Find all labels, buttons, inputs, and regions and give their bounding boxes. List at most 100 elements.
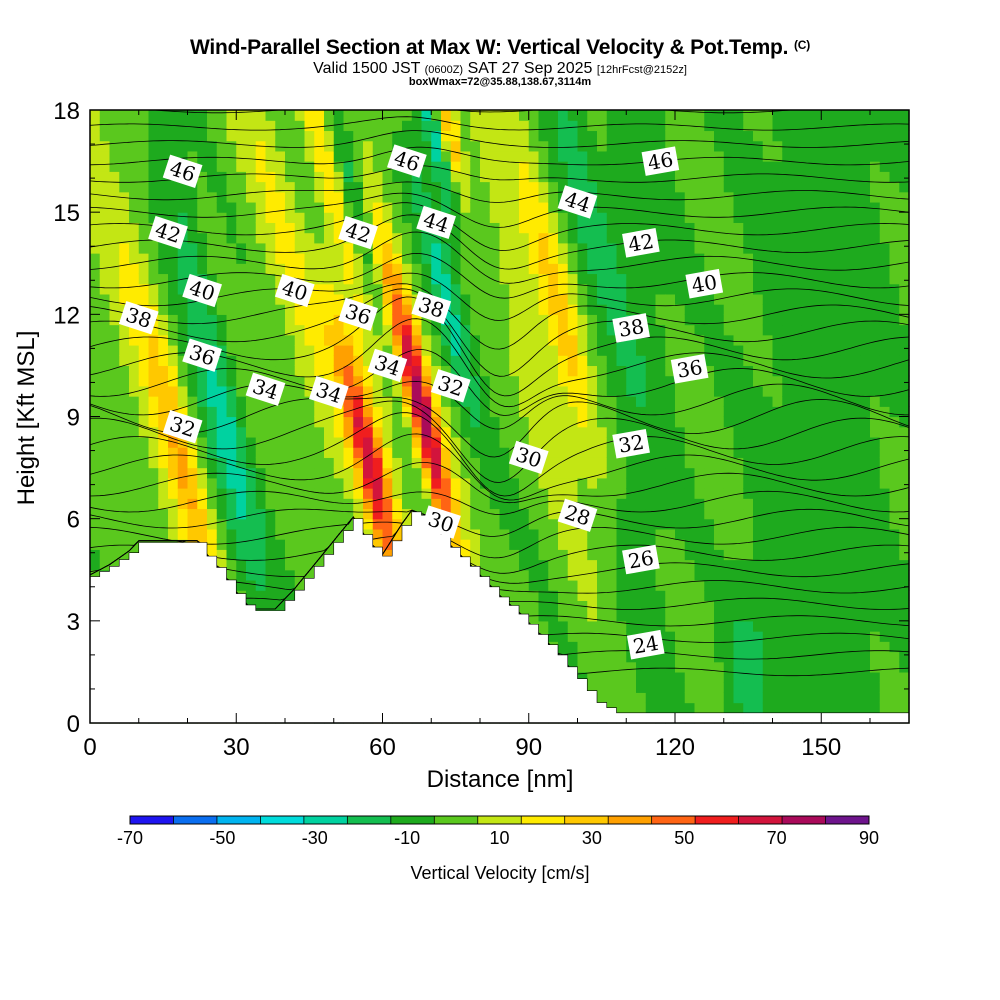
velocity-cell (655, 396, 666, 407)
velocity-cell (519, 334, 530, 346)
velocity-cell (879, 518, 891, 530)
velocity-cell (567, 610, 579, 622)
velocity-cell (480, 344, 491, 356)
velocity-cell (324, 518, 335, 530)
velocity-cell (840, 508, 852, 520)
velocity-cell (801, 508, 813, 520)
velocity-cell (714, 426, 725, 438)
velocity-cell (158, 406, 169, 418)
velocity-cell (177, 150, 189, 162)
velocity-cell (499, 140, 510, 152)
velocity-cell (363, 212, 374, 223)
velocity-cell (821, 661, 832, 673)
velocity-cell (587, 334, 598, 346)
velocity-cell (860, 273, 871, 285)
velocity-cell (870, 161, 881, 172)
velocity-cell (489, 528, 501, 540)
velocity-cell (441, 293, 452, 305)
velocity-cell (538, 273, 549, 285)
velocity-cell (343, 253, 354, 264)
velocity-cell (538, 140, 549, 152)
velocity-cell (704, 314, 715, 326)
velocity-cell (450, 283, 462, 295)
velocity-cell (158, 120, 169, 132)
velocity-cell (421, 436, 432, 448)
velocity-cell (616, 304, 627, 315)
velocity-cell (714, 324, 725, 336)
velocity-cell (801, 692, 813, 704)
velocity-cell (714, 600, 725, 612)
velocity-cell (460, 232, 471, 244)
velocity-cell (850, 641, 861, 653)
velocity-cell (626, 201, 637, 213)
velocity-cell (645, 171, 657, 183)
velocity-cell (694, 549, 705, 561)
velocity-cell (626, 283, 637, 295)
velocity-cell (216, 447, 228, 458)
velocity-cell (889, 671, 900, 683)
velocity-cell (265, 161, 276, 172)
velocity-cell (294, 508, 306, 520)
velocity-cell (694, 140, 705, 152)
velocity-cell (148, 334, 159, 346)
velocity-cell (665, 365, 676, 377)
velocity-cell (577, 559, 588, 571)
velocity-cell (616, 222, 627, 234)
velocity-cell (870, 406, 881, 418)
velocity-cell (109, 253, 120, 264)
velocity-cell (285, 477, 296, 489)
velocity-cell (129, 477, 140, 489)
velocity-cell (860, 692, 871, 704)
velocity-cell (343, 406, 354, 418)
velocity-cell (567, 549, 579, 561)
velocity-cell (99, 191, 111, 203)
velocity-cell (694, 488, 705, 499)
velocity-cell (207, 447, 218, 458)
velocity-cell (489, 396, 501, 407)
velocity-cell (675, 620, 686, 632)
velocity-cell (606, 140, 618, 152)
velocity-cell (723, 702, 735, 714)
velocity-cell (655, 682, 666, 693)
velocity-cell (382, 549, 393, 561)
velocity-cell (499, 110, 510, 121)
velocity-cell (528, 222, 540, 234)
velocity-cell (304, 436, 315, 448)
velocity-cell (811, 212, 822, 223)
velocity-cell (411, 365, 423, 377)
velocity-cell (382, 140, 393, 152)
velocity-cell (889, 426, 900, 438)
velocity-cell (168, 263, 179, 275)
velocity-cell (587, 150, 598, 162)
velocity-cell (860, 120, 871, 132)
velocity-cell (567, 130, 579, 142)
velocity-cell (519, 171, 530, 183)
velocity-cell (636, 273, 647, 285)
velocity-cell (499, 273, 510, 285)
velocity-cell (343, 396, 354, 407)
velocity-cell (187, 385, 198, 397)
velocity-cell (441, 477, 452, 489)
velocity-cell (285, 344, 296, 356)
velocity-cell (782, 150, 793, 162)
velocity-cell (704, 600, 715, 612)
velocity-cell (694, 559, 705, 571)
velocity-cell (694, 120, 705, 132)
velocity-cell (528, 406, 540, 418)
velocity-cell (714, 181, 725, 193)
velocity-cell (304, 110, 315, 121)
velocity-cell (343, 161, 354, 172)
velocity-cell (694, 447, 705, 458)
velocity-cell (528, 140, 540, 152)
velocity-cell (90, 396, 101, 407)
velocity-cell (470, 457, 481, 469)
velocity-cell (255, 447, 267, 458)
velocity-cell (743, 549, 754, 561)
velocity-cell (480, 426, 491, 438)
velocity-cell (801, 702, 813, 714)
velocity-cell (460, 283, 471, 295)
velocity-cell (870, 528, 881, 540)
velocity-cell (694, 242, 705, 254)
velocity-cell (158, 212, 169, 223)
velocity-cell (275, 191, 286, 203)
